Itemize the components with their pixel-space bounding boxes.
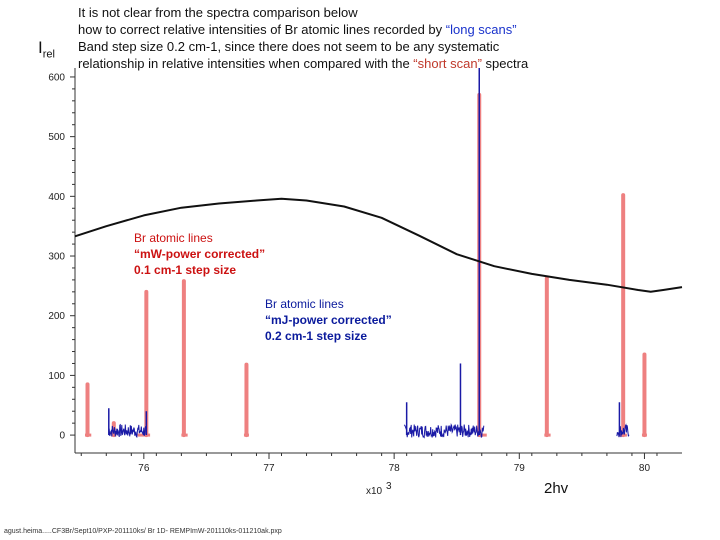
y-tick-label: 600: [48, 72, 65, 83]
blue-noise-baseline: [108, 423, 147, 439]
note-line-2: how to correct relative intensities of B…: [78, 22, 517, 37]
y-tick-label: 0: [59, 431, 65, 442]
x-multiplier-label: x10: [366, 486, 383, 497]
note-highlight-long-scans: “long scans”: [445, 22, 517, 37]
x-axis-label: 2hv: [544, 480, 569, 497]
x-tick-label: 80: [639, 463, 651, 474]
note-line-3: Band step size 0.2 cm-1, since there doe…: [78, 39, 500, 54]
black-curve: [74, 197, 683, 293]
y-tick-label: 400: [48, 192, 65, 203]
x-tick-label: 76: [138, 463, 150, 474]
x-tick-label: 79: [514, 463, 526, 474]
x-multiplier-exponent: 3: [386, 481, 392, 492]
note-line-4: relationship in relative intensities whe…: [78, 56, 529, 71]
y-tick-label: 500: [48, 132, 65, 143]
blue-noise-baseline: [616, 423, 630, 438]
blue-series-annotation: Br atomic lines “mJ-power corrected” 0.2…: [265, 297, 392, 343]
header-note: It is not clear from the spectra compari…: [78, 4, 638, 72]
x-tick-label: 78: [389, 463, 401, 474]
blue-noise-baseline: [403, 422, 485, 439]
file-path-footer: agust.heima.....CF3Br/Sept10/PXP-201110k…: [4, 528, 282, 535]
y-tick-label: 100: [48, 371, 65, 382]
y-tick-label: 200: [48, 311, 65, 322]
note-highlight-short-scan: “short scan”: [413, 56, 482, 71]
y-tick-label: 300: [48, 252, 65, 263]
x-tick-label: 77: [263, 463, 275, 474]
note-line-1: It is not clear from the spectra compari…: [78, 5, 358, 20]
red-series-annotation: Br atomic lines “mW-power corrected” 0.1…: [134, 231, 266, 277]
y-axis-label: Irel: [38, 38, 55, 61]
